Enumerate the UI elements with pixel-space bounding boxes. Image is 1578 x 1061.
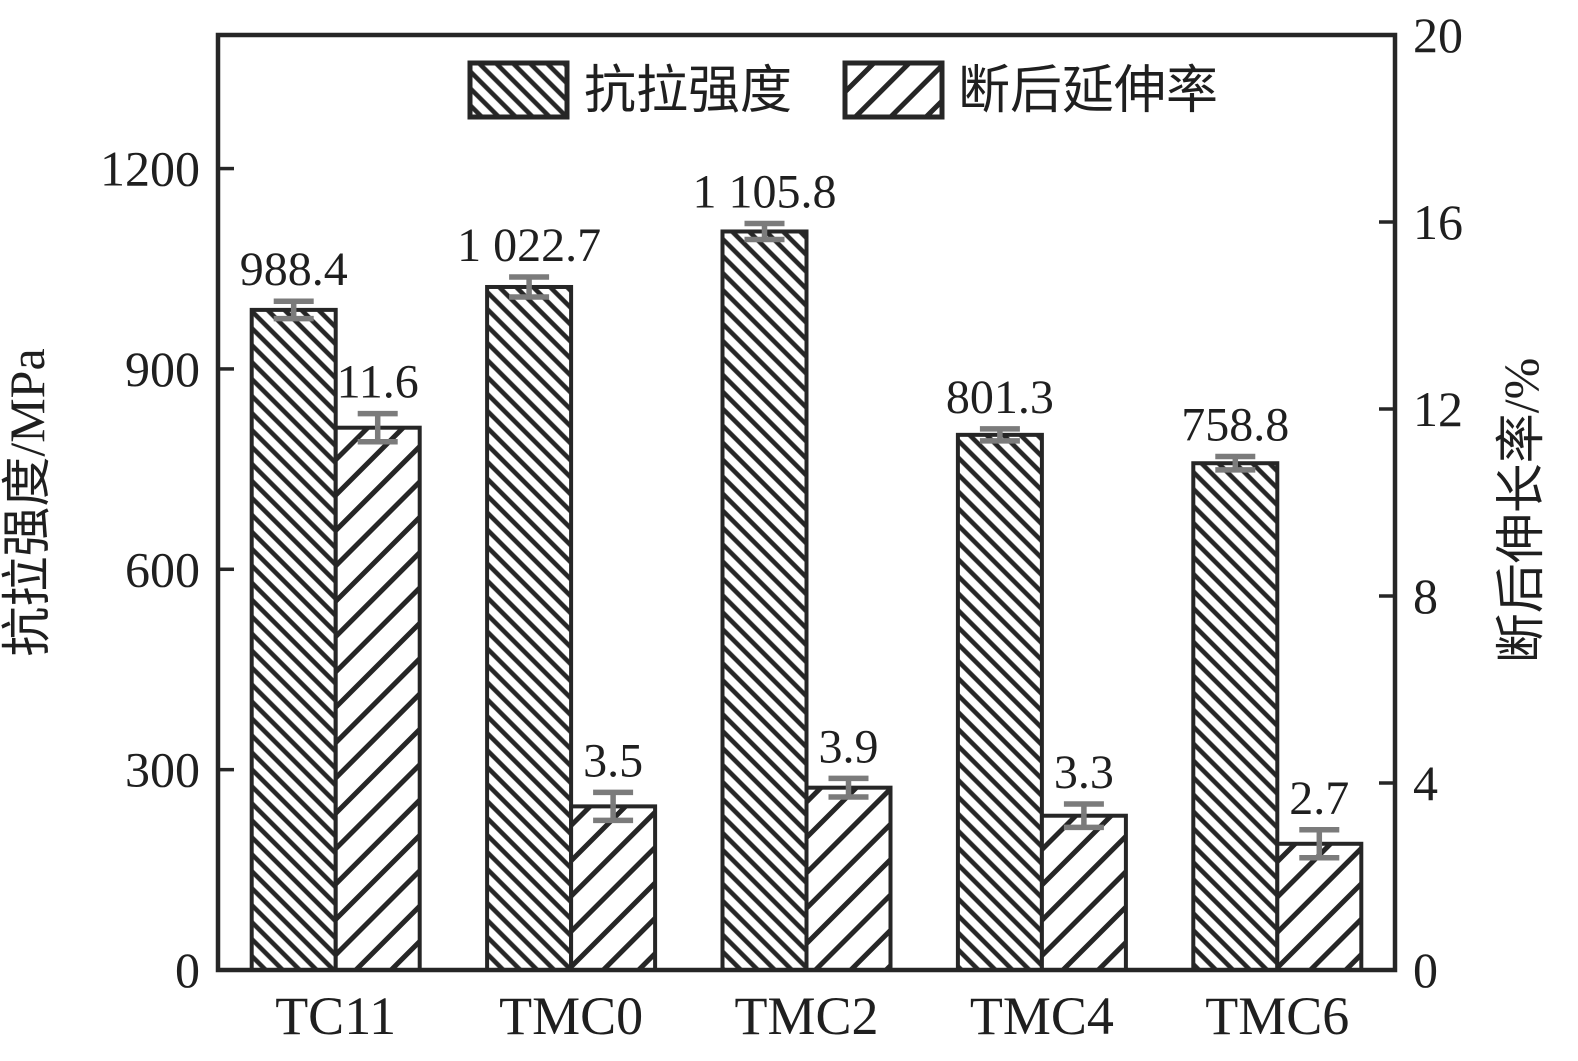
bar-tensile-TMC4: [955, 432, 1044, 972]
bar-tensile-TC11: [249, 307, 338, 972]
value-label-tensile-TMC4: 801.3: [946, 371, 1054, 424]
left-axis-tick-label: 0: [175, 942, 200, 998]
value-label-elongation-TMC0: 3.5: [583, 734, 643, 787]
plot-frame: [215, 32, 1398, 973]
bar-elongation-TMC0: [569, 804, 658, 972]
error-bar-tensile-TC11: [273, 298, 314, 322]
bar-tensile-TMC2: [720, 229, 809, 972]
x-axis-label-TC11: TC11: [275, 986, 396, 1046]
legend-swatch-elongation: [842, 60, 945, 120]
value-label-tensile-TMC0: 1 022.7: [457, 219, 601, 272]
x-axis-label-TMC0: TMC0: [499, 986, 643, 1046]
x-axis-label-TMC2: TMC2: [734, 986, 878, 1046]
legend: 抗拉强度 断后延伸率: [467, 60, 1218, 120]
value-label-tensile-TMC2: 1 105.8: [693, 165, 837, 218]
bar-elongation-TMC2: [804, 785, 893, 972]
left-axis-tick-label: 900: [125, 341, 200, 397]
error-bar-elongation-TMC4: [1063, 801, 1104, 831]
left-axis-tick-label: 600: [125, 541, 200, 597]
error-bar-elongation-TMC6: [1299, 827, 1340, 861]
left-axis-tick-label: 1200: [100, 141, 200, 197]
right-axis-tick-label: 16: [1413, 194, 1463, 250]
error-bar-tensile-TMC2: [744, 220, 785, 243]
value-label-tensile-TC11: 988.4: [240, 243, 348, 296]
right-axis-title: 断后伸长率/%: [1493, 358, 1549, 664]
left-axis-title: 抗拉强度/MPa: [0, 348, 55, 656]
bar-tensile-TMC6: [1191, 461, 1280, 972]
error-bar-elongation-TMC2: [828, 775, 869, 800]
error-bar-tensile-TMC6: [1215, 453, 1256, 473]
value-label-elongation-TMC6: 2.7: [1289, 772, 1349, 825]
right-axis-tick-label: 4: [1413, 755, 1438, 811]
x-axis-label-TMC6: TMC6: [1205, 986, 1349, 1046]
error-bar-tensile-TMC0: [509, 274, 550, 300]
legend-label-elongation: 断后延伸率: [958, 63, 1218, 120]
bar-elongation-TMC4: [1039, 813, 1128, 972]
bar-tensile-TMC0: [485, 284, 574, 973]
legend-label-tensile-strength: 抗拉强度: [584, 63, 792, 120]
value-label-elongation-TC11: 11.6: [337, 356, 419, 409]
error-bar-elongation-TMC0: [593, 789, 634, 824]
right-axis-tick-label: 0: [1413, 942, 1438, 998]
right-axis-tick-label: 20: [1413, 7, 1463, 63]
bar-elongation-TC11: [333, 425, 422, 972]
right-axis-tick-label: 8: [1413, 568, 1438, 624]
value-label-tensile-TMC6: 758.8: [1181, 399, 1289, 452]
error-bar-elongation-TC11: [357, 410, 398, 445]
legend-swatch-tensile-strength: [467, 60, 570, 120]
bar-elongation-TMC6: [1275, 841, 1364, 973]
error-bar-tensile-TMC4: [979, 426, 1020, 444]
value-label-elongation-TMC4: 3.3: [1054, 746, 1114, 799]
left-axis-tick-label: 300: [125, 742, 200, 798]
x-axis-label-TMC4: TMC4: [970, 986, 1114, 1046]
right-axis-tick-label: 12: [1413, 381, 1463, 437]
value-label-elongation-TMC2: 3.9: [819, 720, 879, 773]
